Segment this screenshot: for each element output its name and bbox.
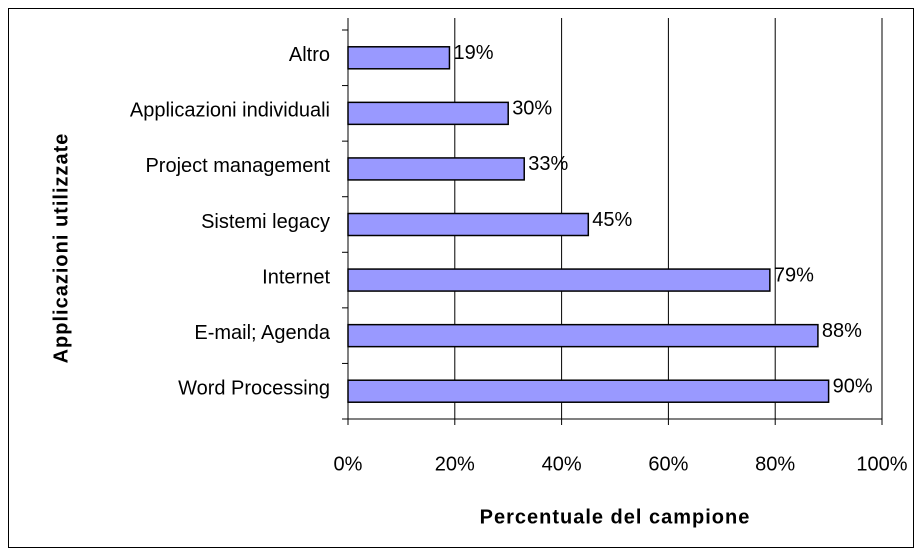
y-tick-label: Sistemi legacy [201, 211, 330, 233]
bar [347, 157, 525, 181]
y-tick-label: Applicazioni individuali [130, 100, 330, 122]
x-tick-label: 100% [856, 453, 907, 475]
bar [347, 379, 830, 403]
data-label: 30% [512, 98, 552, 120]
x-tick-label: 60% [648, 453, 688, 475]
x-tick-label: 80% [755, 453, 795, 475]
y-tick-label: Word Processing [178, 377, 330, 399]
y-tick-label: E-mail; Agenda [194, 322, 331, 344]
data-label: 19% [453, 42, 493, 64]
x-axis-title: Percentuale del campione [480, 506, 751, 528]
bar [347, 212, 590, 237]
bar [347, 46, 451, 70]
bar [347, 101, 509, 126]
chart-border [8, 8, 914, 548]
bar [347, 323, 819, 348]
y-tick-label: Project management [145, 155, 330, 177]
y-tick-label: Altro [289, 44, 330, 66]
bar [347, 268, 771, 292]
data-label: 45% [592, 209, 632, 231]
data-label: 33% [528, 153, 568, 175]
x-tick-label: 40% [542, 453, 582, 475]
y-tick-label: Internet [262, 266, 330, 288]
y-axis-title: Applicazioni utilizzate [50, 133, 72, 364]
data-label: 79% [774, 264, 814, 286]
data-label: 90% [833, 375, 873, 397]
x-tick-label: 0% [334, 453, 363, 475]
data-label: 88% [822, 320, 862, 342]
x-tick-label: 20% [435, 453, 475, 475]
